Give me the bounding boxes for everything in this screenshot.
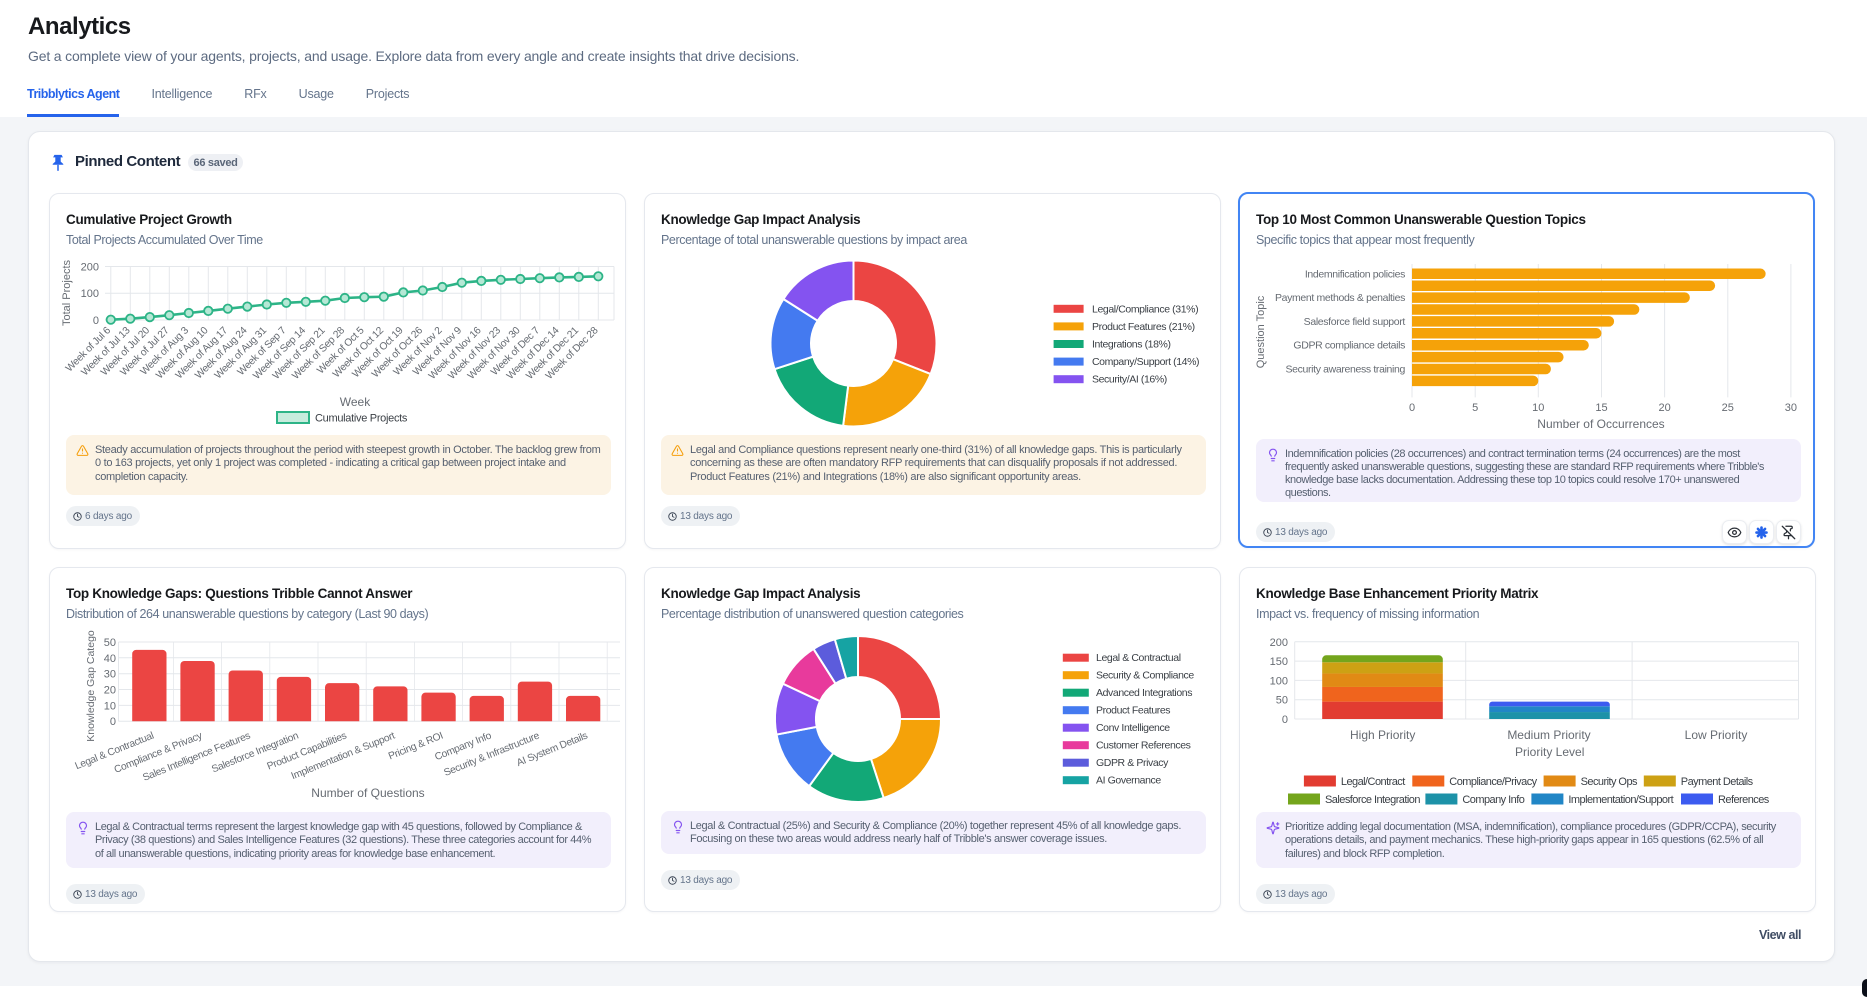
svg-text:200: 200 <box>81 262 99 274</box>
svg-text:GDPR & Privacy: GDPR & Privacy <box>1096 757 1169 769</box>
svg-text:Total Projects: Total Projects <box>61 259 73 326</box>
svg-text:Legal & Contractual: Legal & Contractual <box>1096 652 1181 664</box>
svg-text:Salesforce field support: Salesforce field support <box>1304 316 1406 328</box>
svg-text:Compliance/Privacy: Compliance/Privacy <box>1449 776 1537 788</box>
svg-text:200: 200 <box>1270 637 1288 649</box>
svg-text:20: 20 <box>104 685 116 697</box>
svg-text:Advanced Integrations: Advanced Integrations <box>1096 687 1192 699</box>
svg-text:Security & Compliance: Security & Compliance <box>1096 670 1194 682</box>
svg-text:Payment methods & penalties: Payment methods & penalties <box>1275 292 1405 304</box>
svg-text:Low Priority: Low Priority <box>1685 728 1748 742</box>
svg-text:Security/AI (16%): Security/AI (16%) <box>1092 374 1167 386</box>
svg-text:Number of Occurrences: Number of Occurrences <box>1537 417 1664 431</box>
svg-text:0: 0 <box>93 315 99 327</box>
svg-text:5: 5 <box>1472 402 1478 414</box>
svg-text:50: 50 <box>104 637 116 649</box>
svg-text:0: 0 <box>110 716 116 728</box>
svg-text:Legal/Contract: Legal/Contract <box>1341 776 1405 788</box>
svg-text:0: 0 <box>1409 402 1415 414</box>
svg-text:Company/Support (14%): Company/Support (14%) <box>1092 356 1199 368</box>
svg-text:Customer References: Customer References <box>1096 740 1191 752</box>
svg-text:High Priority: High Priority <box>1350 728 1415 742</box>
svg-text:Legal/Compliance (31%): Legal/Compliance (31%) <box>1092 303 1198 315</box>
svg-text:Product Features (21%): Product Features (21%) <box>1092 321 1195 333</box>
svg-text:Security Ops: Security Ops <box>1581 776 1638 788</box>
svg-text:Knowledge Gap Catego: Knowledge Gap Catego <box>85 630 97 742</box>
svg-text:Priority Level: Priority Level <box>1515 745 1584 759</box>
svg-text:Company Info: Company Info <box>1462 794 1524 806</box>
svg-text:50: 50 <box>1276 695 1288 707</box>
svg-text:Question Topic: Question Topic <box>1255 295 1267 368</box>
svg-text:Implementation/Support: Implementation/Support <box>1568 794 1673 806</box>
svg-text:References: References <box>1718 794 1770 806</box>
svg-text:Week: Week <box>340 395 371 409</box>
svg-text:40: 40 <box>104 653 116 665</box>
svg-text:100: 100 <box>1270 675 1288 687</box>
svg-text:20: 20 <box>1658 402 1670 414</box>
svg-text:Number of Questions: Number of Questions <box>311 786 424 800</box>
svg-text:150: 150 <box>1270 656 1288 668</box>
svg-text:Product Features: Product Features <box>1096 705 1170 717</box>
svg-text:25: 25 <box>1722 402 1734 414</box>
svg-text:AI Governance: AI Governance <box>1096 775 1161 787</box>
svg-text:10: 10 <box>1532 402 1544 414</box>
svg-text:Salesforce Integration: Salesforce Integration <box>1325 794 1420 806</box>
svg-text:30: 30 <box>104 669 116 681</box>
svg-text:Indemnification policies: Indemnification policies <box>1305 268 1405 280</box>
svg-text:Cumulative Projects: Cumulative Projects <box>315 413 408 425</box>
svg-text:0: 0 <box>1282 714 1288 726</box>
svg-text:Integrations (18%): Integrations (18%) <box>1092 339 1171 351</box>
svg-text:GDPR compliance details: GDPR compliance details <box>1293 340 1405 352</box>
svg-text:30: 30 <box>1785 402 1797 414</box>
svg-text:10: 10 <box>104 700 116 712</box>
svg-text:100: 100 <box>81 288 99 300</box>
svg-text:Conv Intelligence: Conv Intelligence <box>1096 722 1170 734</box>
svg-text:Security awareness training: Security awareness training <box>1285 364 1405 376</box>
svg-text:15: 15 <box>1595 402 1607 414</box>
svg-text:Medium Priority: Medium Priority <box>1507 728 1590 742</box>
svg-text:Payment Details: Payment Details <box>1681 776 1754 788</box>
